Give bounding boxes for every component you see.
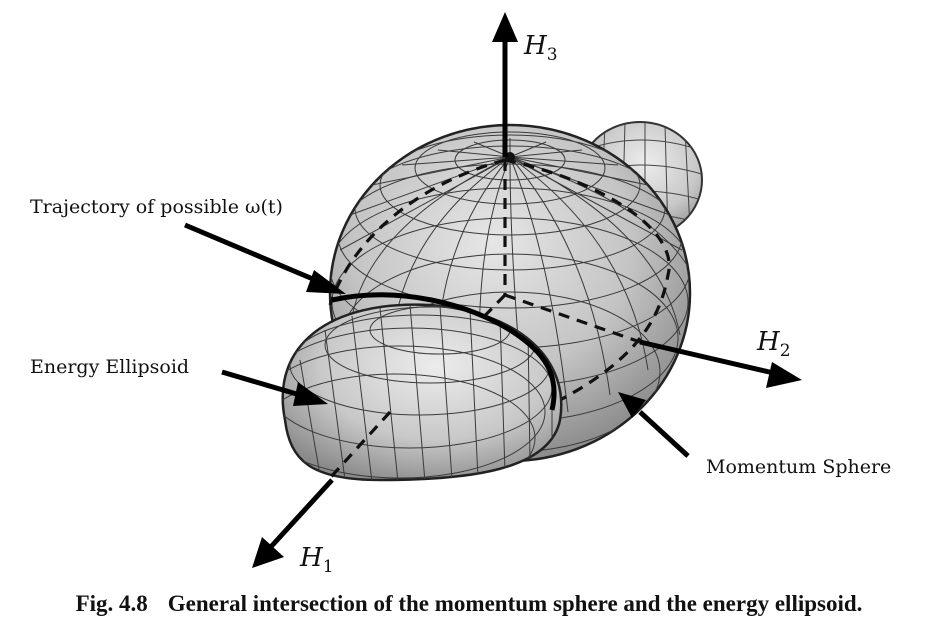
caption-text: General intersection of the momentum sph… (167, 591, 863, 616)
figure-caption: Fig. 4.8 General intersection of the mome… (0, 591, 938, 617)
trajectory-label: Trajectory of possible ω(t) (30, 196, 283, 218)
h2-label: H2 (756, 327, 791, 361)
energy-ellipsoid (281, 303, 563, 482)
h2-arrowhead (766, 362, 802, 388)
figure-number: Fig. 4.8 (75, 591, 148, 616)
annotation-arrows (184, 222, 690, 458)
momentum-sphere-label: Momentum Sphere (706, 456, 891, 478)
h2-axis (639, 339, 779, 377)
h1-axis (266, 478, 334, 552)
energy-ellipsoid-label: Energy Ellipsoid (30, 356, 189, 378)
h1-arrowhead (252, 537, 284, 568)
h3-label: H3 (523, 31, 558, 65)
trajectory-curve (331, 292, 557, 411)
h1-axis-front-dashed (328, 410, 392, 480)
axes (252, 12, 802, 568)
h1-label: H1 (299, 543, 334, 577)
h3-arrowhead (492, 12, 518, 42)
